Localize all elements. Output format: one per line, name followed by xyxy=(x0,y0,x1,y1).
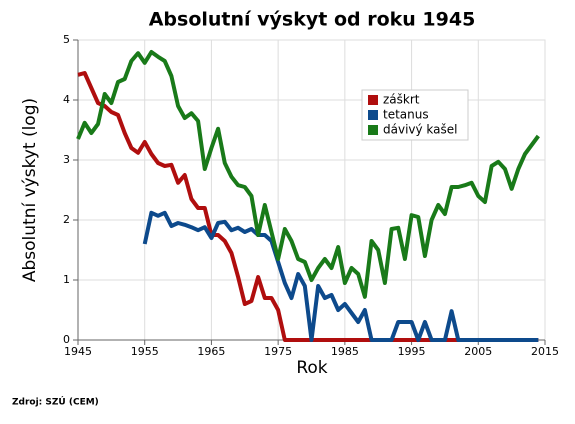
legend-box xyxy=(361,89,469,141)
legend-swatch xyxy=(368,95,378,105)
x-tick-label: 1995 xyxy=(398,345,426,358)
source-note: Zdroj: SZÚ (CEM) xyxy=(12,396,99,408)
y-tick-label: 5 xyxy=(63,33,70,46)
legend-swatch xyxy=(368,125,378,135)
y-tick-label: 3 xyxy=(63,153,70,166)
legend-swatch xyxy=(368,110,378,120)
x-tick-label: 2015 xyxy=(531,345,559,358)
series-line xyxy=(142,210,539,342)
legend-label: tetanus xyxy=(383,108,429,122)
legend-label: záškrt xyxy=(383,93,420,107)
y-tick-label: 0 xyxy=(63,333,70,346)
legend-label: dávivý kašel xyxy=(383,123,457,137)
x-axis-label: Rok xyxy=(296,358,327,378)
y-tick-label: 1 xyxy=(63,273,70,286)
x-tick-label: 1965 xyxy=(197,345,225,358)
y-tick-label: 2 xyxy=(63,213,70,226)
chart-title: Absolutní výskyt od roku 1945 xyxy=(149,9,476,31)
y-tick-label: 4 xyxy=(63,93,70,106)
x-tick-label: 1985 xyxy=(331,345,359,358)
series-line xyxy=(76,50,540,299)
y-axis-label: Absolutní výskyt (log) xyxy=(20,98,40,282)
x-tick-label: 1945 xyxy=(64,345,92,358)
x-tick-label: 2005 xyxy=(464,345,492,358)
x-tick-label: 1955 xyxy=(131,345,159,358)
x-tick-label: 1975 xyxy=(264,345,292,358)
